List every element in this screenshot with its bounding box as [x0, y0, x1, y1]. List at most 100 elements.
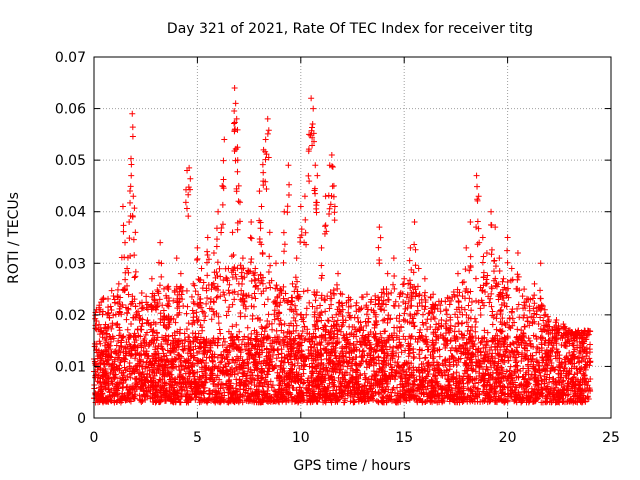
data-point — [306, 299, 313, 306]
data-point — [303, 305, 310, 312]
data-point — [472, 275, 479, 282]
data-point — [468, 307, 475, 314]
data-point — [468, 299, 475, 306]
data-point — [574, 355, 581, 362]
data-point — [271, 364, 278, 371]
data-point — [280, 283, 287, 290]
data-point — [444, 387, 451, 394]
data-point — [269, 352, 276, 359]
data-point — [412, 336, 419, 343]
data-point — [518, 327, 525, 334]
data-point — [248, 303, 255, 310]
data-point — [440, 362, 447, 369]
data-point — [113, 342, 120, 349]
data-point — [467, 288, 474, 295]
data-point — [122, 344, 129, 351]
data-point — [214, 293, 221, 300]
data-point — [455, 298, 462, 305]
data-point — [325, 340, 332, 347]
data-point — [390, 337, 397, 344]
data-point — [171, 379, 178, 386]
data-point — [301, 379, 308, 386]
data-point — [271, 311, 278, 318]
data-point — [410, 355, 417, 362]
data-point — [179, 287, 186, 294]
data-point — [416, 355, 423, 362]
data-point — [297, 312, 304, 319]
data-point — [467, 327, 474, 334]
data-point — [275, 351, 282, 358]
data-point — [576, 335, 583, 342]
data-point — [261, 301, 268, 308]
data-point — [373, 397, 380, 404]
data-point — [447, 338, 454, 345]
data-point — [300, 288, 307, 295]
data-point — [419, 311, 426, 318]
data-point — [317, 302, 324, 309]
data-point — [481, 302, 488, 309]
data-point — [334, 317, 341, 324]
data-point — [372, 371, 379, 378]
data-point — [138, 305, 145, 312]
data-point — [304, 287, 311, 294]
data-point — [233, 321, 240, 328]
data-point — [244, 324, 251, 331]
data-point — [390, 344, 397, 351]
data-point — [443, 317, 450, 324]
data-point — [327, 335, 334, 342]
data-point — [157, 310, 164, 317]
data-point — [259, 280, 266, 287]
data-point — [313, 305, 320, 312]
data-point — [512, 354, 519, 361]
data-point — [274, 347, 281, 354]
data-point — [248, 330, 255, 337]
data-point — [126, 360, 133, 367]
data-point — [132, 303, 139, 310]
data-point — [496, 327, 503, 334]
data-point — [184, 303, 191, 310]
data-point — [473, 297, 480, 304]
data-point — [463, 339, 470, 346]
data-point — [489, 321, 496, 328]
data-point — [123, 316, 130, 323]
data-point — [188, 293, 195, 300]
data-point — [190, 338, 197, 345]
data-point — [477, 377, 484, 384]
data-point — [204, 272, 211, 279]
data-point — [291, 337, 298, 344]
data-point — [293, 322, 300, 329]
data-point — [180, 302, 187, 309]
data-point — [434, 333, 441, 340]
data-point — [398, 341, 405, 348]
data-point — [269, 326, 276, 333]
data-point — [118, 343, 125, 350]
data-point — [200, 309, 207, 316]
data-point — [249, 316, 256, 323]
data-point — [255, 275, 262, 282]
data-point — [108, 287, 115, 294]
data-point — [273, 327, 280, 334]
data-point — [215, 336, 222, 343]
data-point — [138, 290, 145, 297]
data-point — [245, 336, 252, 343]
data-point — [92, 322, 99, 329]
data-point — [220, 335, 227, 342]
data-point — [403, 294, 410, 301]
data-point — [309, 303, 316, 310]
data-point — [436, 353, 443, 360]
data-point — [546, 323, 553, 330]
data-point — [204, 295, 211, 302]
data-point — [390, 281, 397, 288]
data-point — [477, 305, 484, 312]
data-point — [478, 297, 485, 304]
data-point — [271, 307, 278, 314]
data-point — [357, 361, 364, 368]
data-point — [372, 322, 379, 329]
data-point — [479, 388, 486, 395]
data-point — [560, 321, 567, 328]
data-point — [443, 307, 450, 314]
data-point — [202, 313, 209, 320]
data-point — [566, 349, 573, 356]
data-point — [128, 320, 135, 327]
